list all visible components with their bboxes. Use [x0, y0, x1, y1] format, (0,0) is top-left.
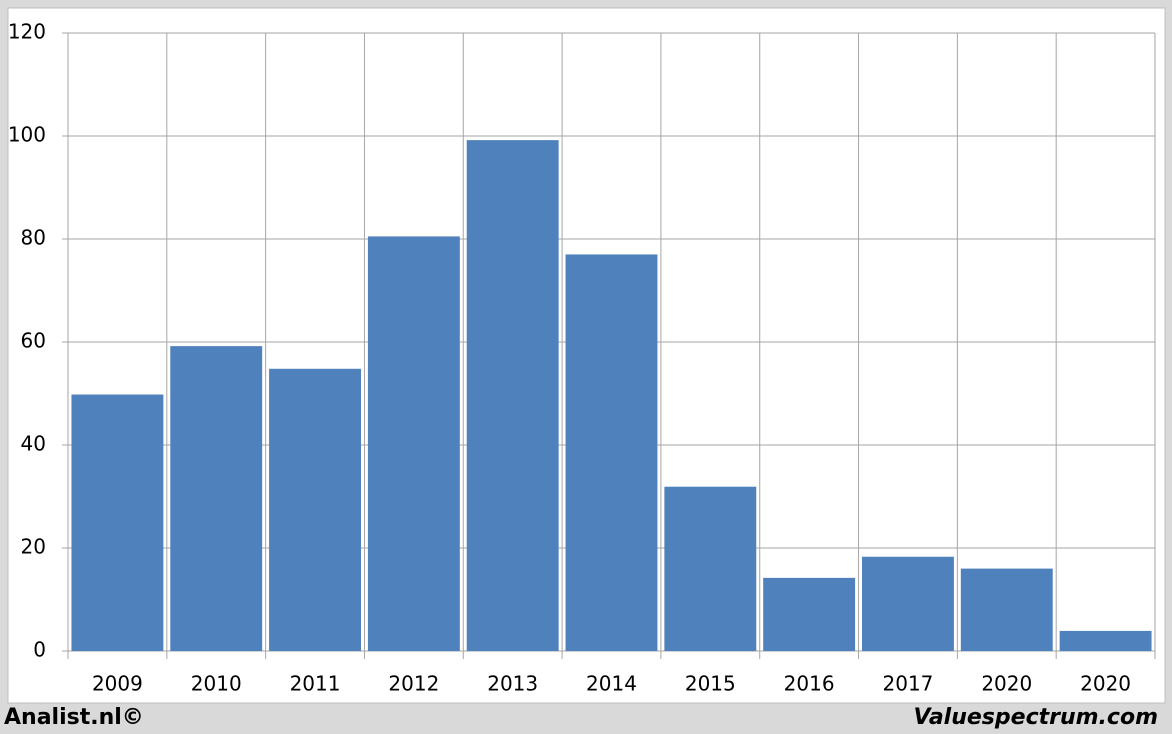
- footer-left: Analist.nl©: [4, 705, 144, 730]
- bar: [960, 568, 1053, 651]
- x-tick-label: 2014: [586, 672, 637, 696]
- bar: [763, 577, 856, 651]
- x-tick-label: 2020: [981, 672, 1032, 696]
- bar: [367, 236, 460, 652]
- y-tick-label: 100: [8, 123, 46, 147]
- y-tick-label: 60: [21, 329, 46, 353]
- y-tick-label: 20: [21, 535, 46, 559]
- bar: [862, 556, 954, 651]
- y-tick-label: 0: [33, 638, 46, 662]
- bar: [269, 368, 361, 651]
- x-tick-label: 2009: [92, 672, 143, 696]
- x-tick-label: 2015: [685, 672, 736, 696]
- y-tick-label: 40: [21, 432, 46, 456]
- bar: [466, 140, 559, 651]
- y-tick-label: 80: [21, 226, 46, 250]
- x-tick-label: 2010: [191, 672, 242, 696]
- bar: [71, 394, 164, 651]
- footer-right: Valuespectrum.com: [914, 705, 1158, 730]
- x-tick-label: 2013: [487, 672, 538, 696]
- x-tick-label: 2016: [784, 672, 835, 696]
- x-tick-label: 2011: [290, 672, 341, 696]
- bar: [1059, 630, 1152, 651]
- bar: [664, 486, 757, 651]
- bar: [170, 346, 263, 651]
- x-tick-label: 2017: [883, 672, 934, 696]
- x-tick-label: 2012: [388, 672, 439, 696]
- x-tick-label: 2020: [1080, 672, 1131, 696]
- bar: [565, 254, 658, 651]
- y-tick-label: 120: [8, 20, 46, 44]
